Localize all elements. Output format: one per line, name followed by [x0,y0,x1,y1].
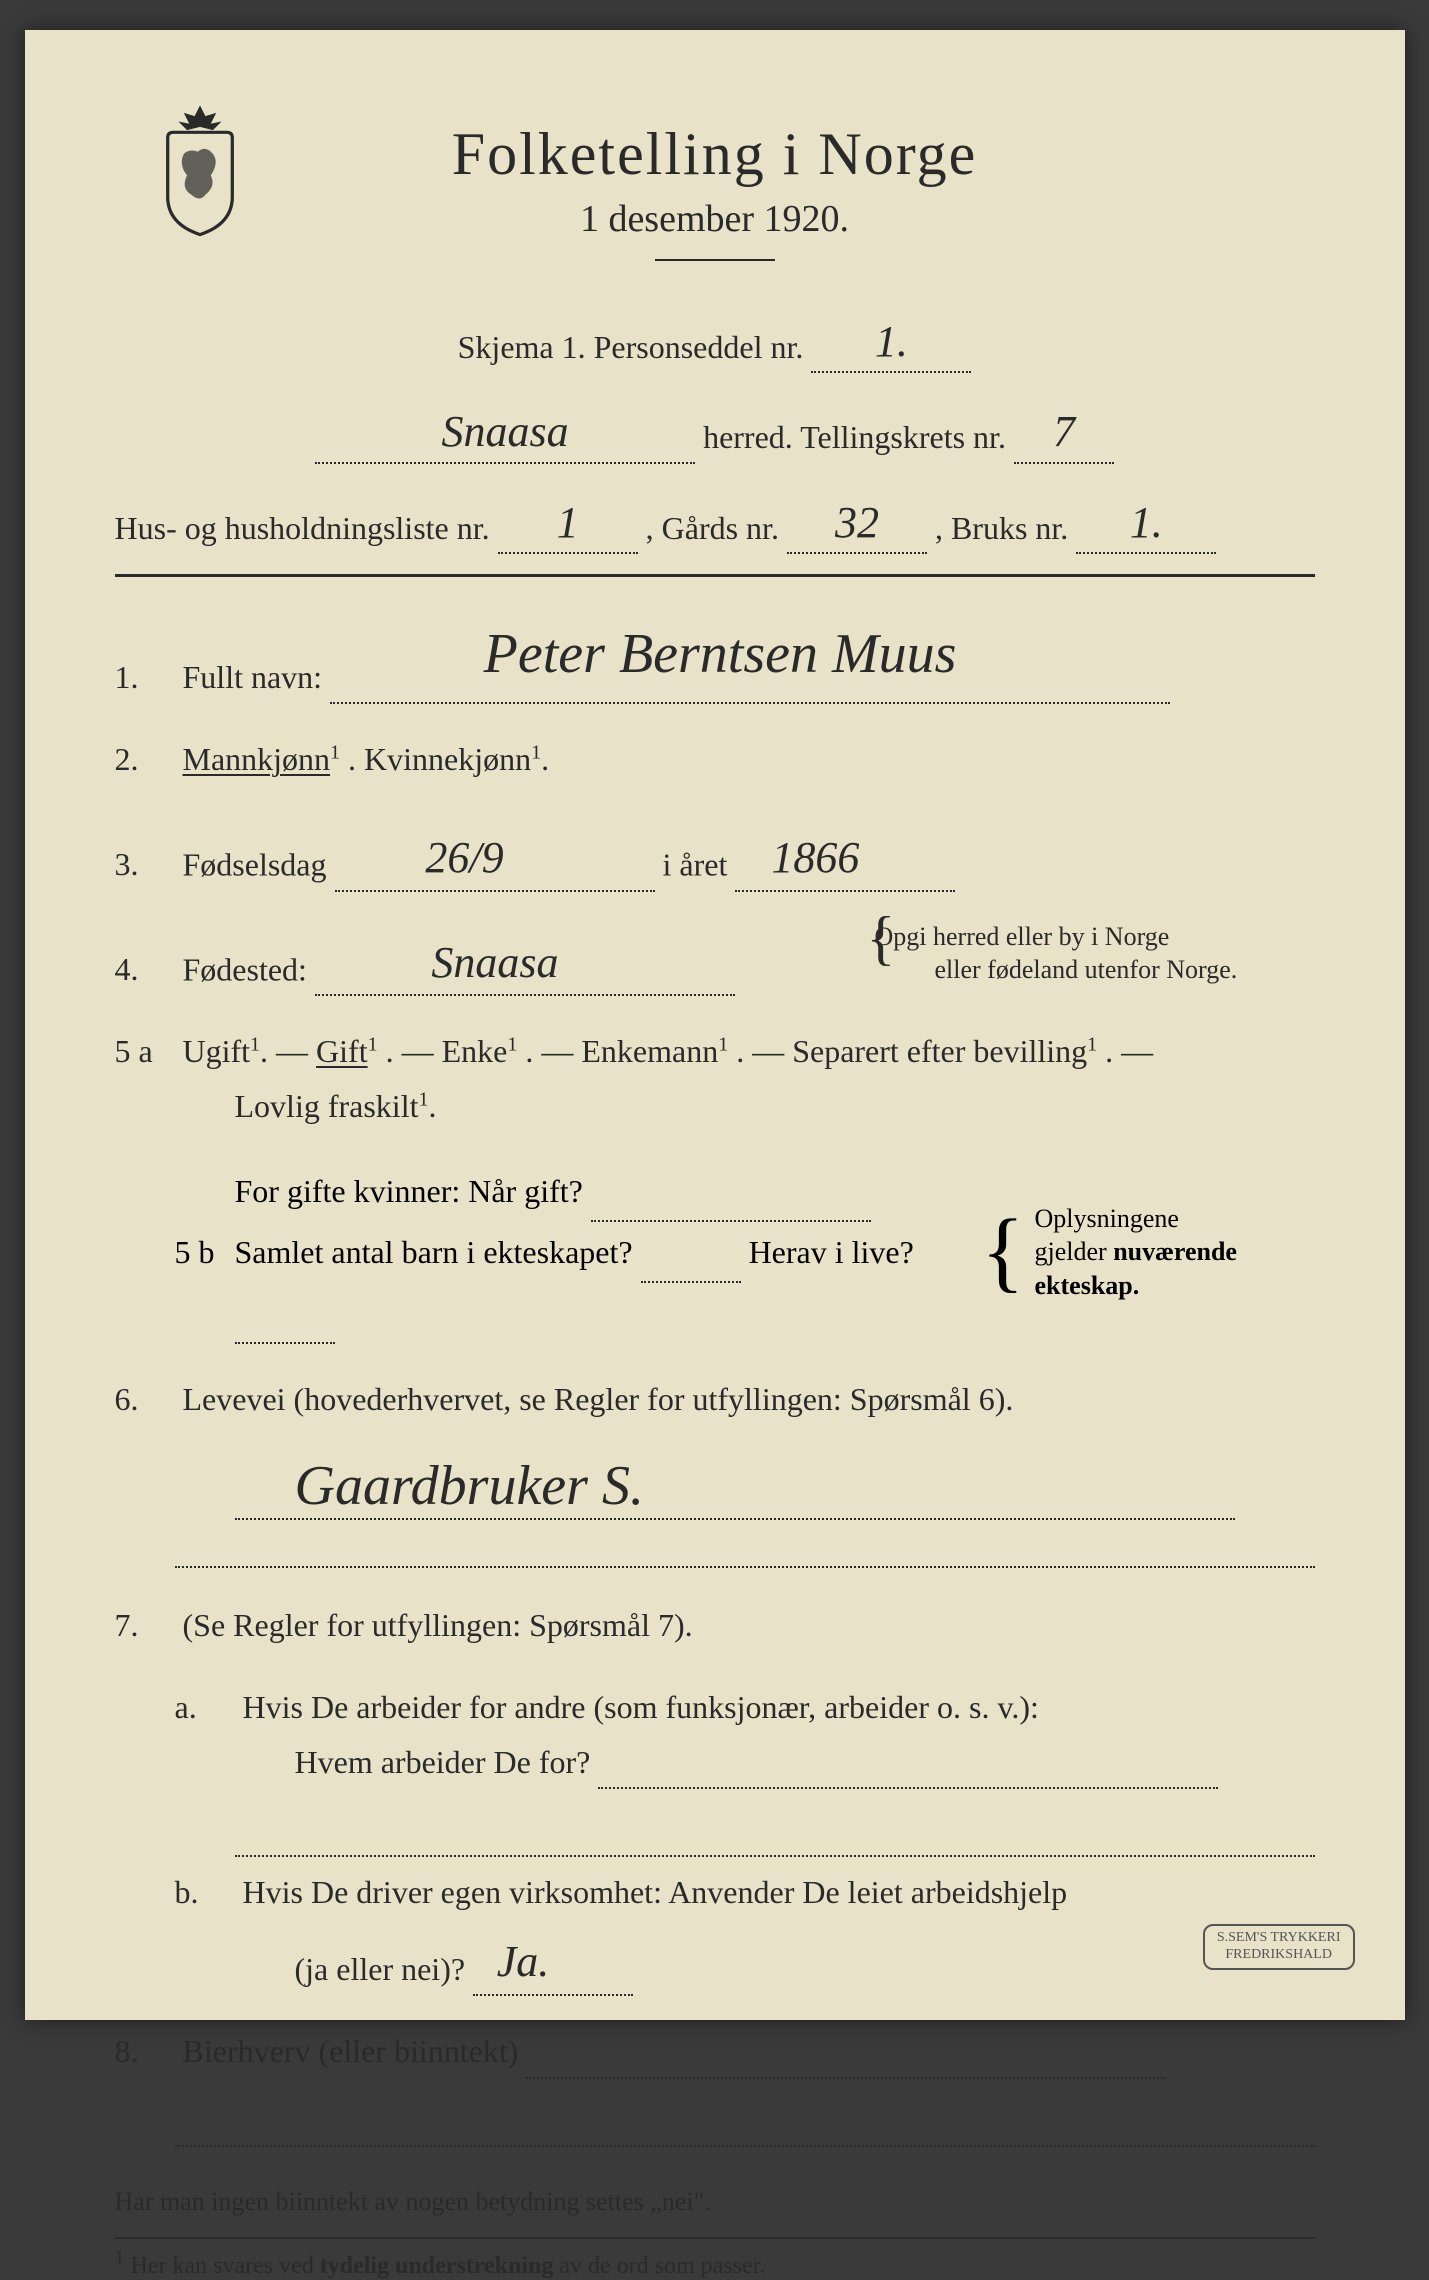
question-7a: a. Hvis De arbeider for andre (som funks… [115,1680,1315,1789]
herred-value: Snaasa [442,407,569,456]
q7a-line1: Hvis De arbeider for andre (som funksjon… [243,1689,1039,1725]
fodested-value: Snaasa [431,938,558,987]
q1-label: Fullt navn: [183,659,323,695]
question-5a: 5 a Ugift1. — Gift1 . — Enke1 . — Enkema… [115,1024,1315,1133]
q5b-note: Oplysningene gjelder nuværende ekteskap. [1035,1202,1315,1303]
q6-answer-line: Gaardbruker S. [235,1454,1315,1520]
q7b-num: b. [175,1865,235,1919]
norwegian-crest-icon [145,100,255,240]
fodselsaar-value: 1866 [771,833,859,882]
skjema-label: Skjema 1. Personseddel nr. [458,329,804,365]
q4-num: 4. [115,942,175,996]
q5a-dash: . — [1105,1033,1153,1069]
form-title: Folketelling i Norge [115,120,1315,189]
question-7b: b. Hvis De driver egen virksomhet: Anven… [115,1865,1315,1996]
census-form-page: Folketelling i Norge 1 desember 1920. Sk… [25,30,1405,2020]
form-header: Folketelling i Norge 1 desember 1920. [115,120,1315,261]
kvinnekjonn-label: . Kvinnekjønn [348,741,531,777]
footer-divider [115,2237,1315,2239]
question-3: 3. Fødselsdag 26/9 i året 1866 [115,815,1315,892]
q5a-enkemann: . — Enkemann [525,1033,718,1069]
mannkjonn-label: Mannkjønn [183,741,331,777]
q5b-num: 5 b [175,1234,235,1271]
q6-num: 6. [115,1372,175,1426]
levevei-value: Gaardbruker S. [295,1455,644,1517]
q7a-line2: Hvem arbeider De for? [295,1744,591,1780]
q5b-line2: Samlet antal barn i ekteskapet? [235,1234,633,1270]
q7b-line1: Hvis De driver egen virksomhet: Anvender… [243,1874,1068,1910]
herred-line: Snaasa herred. Tellingskrets nr. 7 [115,391,1315,463]
q2-sup2: 1 [531,742,541,764]
fullt-navn-value: Peter Berntsen Muus [484,623,957,685]
personseddel-nr-value: 1. [875,317,908,366]
question-7: 7. (Se Regler for utfyllingen: Spørsmål … [115,1598,1315,1652]
q5b-line1: For gifte kvinner: Når gift? [235,1173,583,1209]
dotted-line [175,2107,1315,2147]
q2-num: 2. [115,732,175,786]
q6-label: Levevei (hovederhvervet, se Regler for u… [183,1381,1014,1417]
stamp-line2: FREDRIKSHALD [1225,1947,1332,1962]
herred-label: herred. Tellingskrets nr. [703,420,1006,456]
q7-num: 7. [115,1598,175,1652]
tellingskrets-value: 7 [1053,407,1075,456]
question-1: 1. Fullt navn: Peter Berntsen Muus [115,607,1315,704]
bruks-label: , Bruks nr. [935,510,1068,546]
question-5b: 5 b For gifte kvinner: Når gift? Samlet … [115,1161,1315,1343]
dotted-line [175,1528,1315,1568]
q4-label: Fødested: [183,951,307,987]
q5b-note-line1: Oplysningene [1035,1204,1179,1233]
form-subtitle: 1 desember 1920. [115,197,1315,241]
skjema-line: Skjema 1. Personseddel nr. 1. [115,301,1315,373]
q5a-separert: . — Separert efter bevilling [736,1033,1087,1069]
brace-icon: { [981,1216,1024,1288]
gards-label: , Gårds nr. [646,510,779,546]
footnote-num: 1 [115,2247,125,2269]
q3-year-label: i året [663,846,728,882]
q4-note-line1: Opgi herred eller by i Norge [875,922,1170,951]
question-4: 4. Fødested: Snaasa { Opgi herred eller … [115,920,1315,997]
footnote-text: Her kan svares ved tydelig understreknin… [131,2253,766,2279]
question-6: 6. Levevei (hovederhvervet, se Regler fo… [115,1372,1315,1426]
footnote: 1 Her kan svares ved tydelig understrekn… [115,2247,1315,2280]
question-8: 8. Bierhverv (eller biinntekt) [115,2024,1315,2078]
q5a-num: 5 a [115,1024,175,1078]
q5b-note-line3: ekteskap. [1035,1271,1140,1300]
q7b-line2: (ja eller nei)? [295,1951,466,1987]
q5b-note-line2: gjelder nuværende [1035,1237,1237,1266]
q5b-line2-mid: Herav i live? [749,1234,914,1270]
footer-note: Har man ingen biinntekt av nogen betydni… [115,2187,1315,2217]
q8-label: Bierhverv (eller biinntekt) [183,2033,519,2069]
q8-num: 8. [115,2024,175,2078]
q5a-ugift: Ugift [183,1033,251,1069]
header-divider [655,259,775,261]
q1-num: 1. [115,650,175,704]
hus-line: Hus- og husholdningsliste nr. 1 , Gårds … [115,482,1315,554]
q5a-fraskilt: Lovlig fraskilt [235,1088,419,1124]
q7a-num: a. [175,1680,235,1734]
q7-label: (Se Regler for utfyllingen: Spørsmål 7). [183,1607,693,1643]
q3-num: 3. [115,837,175,891]
stamp-line1: S.SEM'S TRYKKERI [1217,1930,1341,1945]
q5a-gift: Gift [316,1033,368,1069]
question-2: 2. Mannkjønn1 . Kvinnekjønn1. [115,732,1315,786]
liste-nr-value: 1 [557,498,579,547]
q2-sup1: 1 [330,742,340,764]
hus-label: Hus- og husholdningsliste nr. [115,510,490,546]
gards-nr-value: 32 [835,498,879,547]
bruks-nr-value: 1. [1130,498,1163,547]
q3-label: Fødselsdag [183,846,327,882]
dotted-line [235,1817,1315,1857]
q4-note-line2: eller fødeland utenfor Norge. [935,955,1238,984]
printer-stamp: S.SEM'S TRYKKERI FREDRIKSHALD [1203,1924,1355,1970]
q7b-value: Ja. [497,1937,550,1986]
main-divider [115,574,1315,577]
fodselsdag-value: 26/9 [425,833,503,882]
q4-note: Opgi herred eller by i Norge eller fødel… [935,920,1315,988]
q5a-enke: . — Enke [386,1033,508,1069]
